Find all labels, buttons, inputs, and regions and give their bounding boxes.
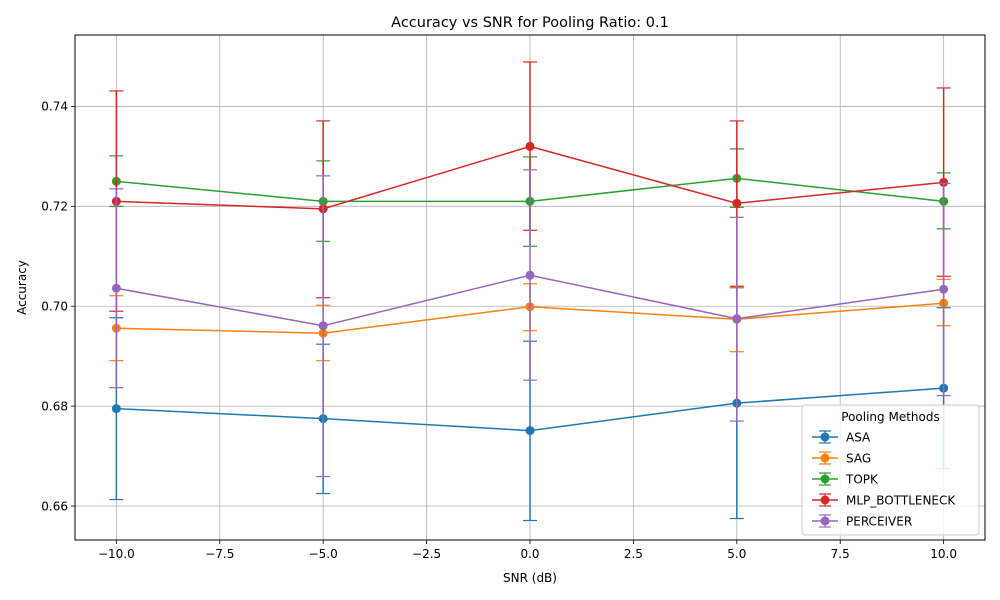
- x-tick-label: −7.5: [205, 547, 234, 561]
- x-tick-label: 5.0: [727, 547, 746, 561]
- x-tick-label: 7.5: [831, 547, 850, 561]
- data-point: [525, 141, 535, 151]
- legend-label: TOPK: [845, 472, 879, 486]
- series-asa: [109, 287, 951, 522]
- x-axis-label: SNR (dB): [503, 571, 557, 585]
- data-point: [939, 177, 949, 187]
- legend-marker: [820, 516, 830, 526]
- series-perceiver: [109, 169, 951, 478]
- y-tick-label: 0.68: [41, 399, 68, 413]
- legend-entry-asa: ASA: [812, 430, 871, 444]
- legend-marker: [820, 453, 830, 463]
- data-point: [525, 426, 535, 436]
- data-point: [939, 284, 949, 294]
- y-axis-label: Accuracy: [15, 260, 29, 315]
- legend-marker: [820, 474, 830, 484]
- legend-box: [801, 404, 980, 536]
- axis-ticks: −10.0 −7.5 −5.0 −2.5 0.0 2.5 5.0 7.5 10.0 0.66 0.6…: [41, 100, 957, 561]
- data-point: [732, 198, 742, 208]
- y-tick-label: 0.70: [41, 300, 68, 314]
- data-point: [111, 404, 121, 414]
- series-layer: [109, 61, 951, 522]
- legend: Pooling Methods ASA SAG TOPK MLP_BOTTLENECK P…: [801, 404, 980, 536]
- x-tick-label: 10.0: [930, 547, 957, 561]
- legend-entry-perceiver: PERCEIVER: [812, 514, 912, 528]
- data-point: [111, 283, 121, 293]
- legend-marker: [820, 432, 830, 442]
- legend-entry-mlp-bottleneck: MLP_BOTTLENECK: [812, 493, 956, 507]
- data-point: [318, 321, 328, 331]
- legend-label: ASA: [846, 430, 871, 444]
- legend-title: Pooling Methods: [841, 410, 939, 424]
- legend-marker: [820, 495, 830, 505]
- x-tick-label: −2.5: [412, 547, 441, 561]
- legend-label: PERCEIVER: [846, 514, 912, 528]
- y-tick-label: 0.74: [41, 100, 68, 114]
- x-tick-label: −10.0: [98, 547, 135, 561]
- y-tick-label: 0.66: [41, 499, 68, 513]
- data-point: [525, 270, 535, 280]
- legend-label: MLP_BOTTLENECK: [846, 493, 956, 507]
- legend-entry-topk: TOPK: [812, 472, 879, 486]
- legend-entry-sag: SAG: [812, 451, 871, 465]
- x-tick-label: 2.5: [624, 547, 643, 561]
- x-tick-label: −5.0: [309, 547, 338, 561]
- chart-title: Accuracy vs SNR for Pooling Ratio: 0.1: [391, 15, 669, 31]
- y-tick-label: 0.72: [41, 200, 68, 214]
- x-tick-label: 0.0: [520, 547, 539, 561]
- data-point: [732, 314, 742, 324]
- legend-label: SAG: [846, 451, 871, 465]
